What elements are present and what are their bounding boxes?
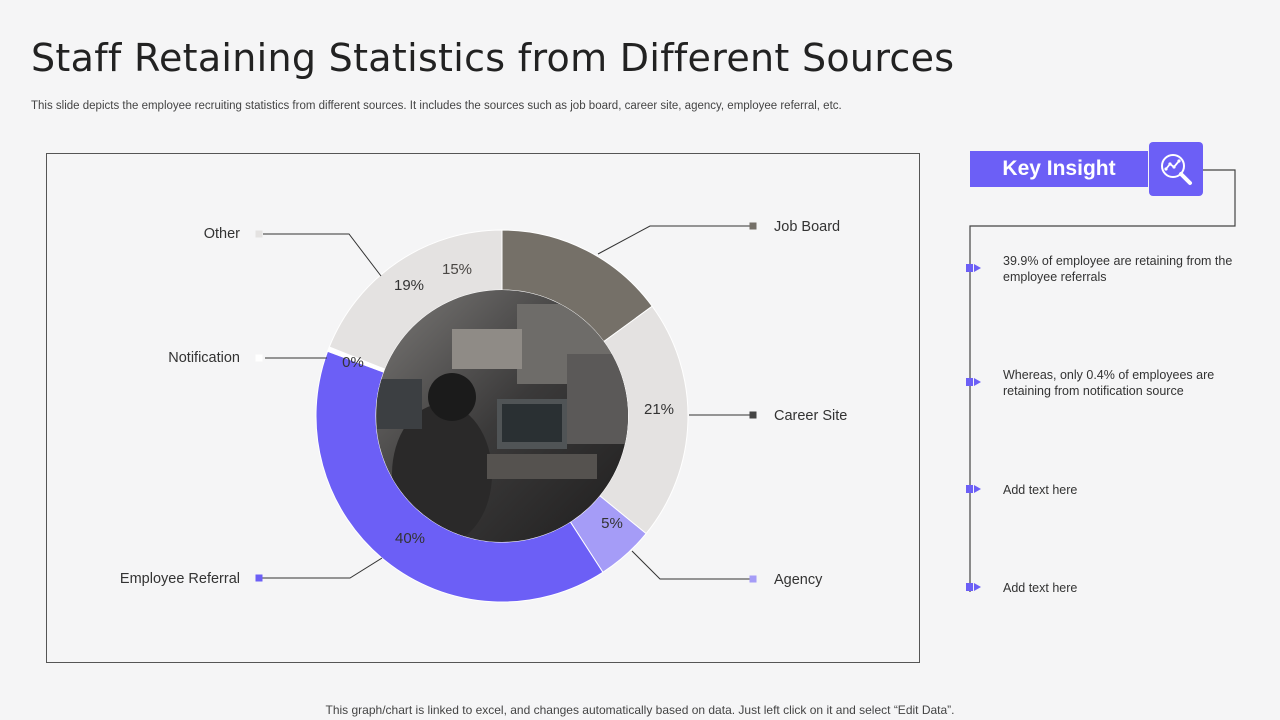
key-insight-header: Key Insight [970,151,1148,187]
category-label: Career Site [774,408,847,424]
leader-line [263,233,382,277]
bullet-icon [966,583,981,591]
bullet-icon [966,485,981,493]
leader-line [597,225,750,255]
data-label: 40% [395,530,425,547]
insight-item: 39.9% of employee are retaining from the… [1003,254,1233,284]
donut-chart-panel: 15% Job Board 21% Career Site 5% Agency 40% Emp… [46,153,920,663]
category-label: Notification [168,350,240,366]
legend-marker [749,222,757,230]
page-title: Staff Retaining Statistics from Differen… [31,36,955,80]
legend-marker [255,574,263,582]
legend-marker [749,411,757,419]
data-label: 21% [644,401,674,418]
leader-line [259,557,383,579]
legend-marker [255,354,263,362]
category-label: Job Board [774,219,840,235]
insight-item: Add text here [1003,483,1078,497]
legend-marker [749,575,757,583]
category-label: Other [204,226,240,242]
leader-line [631,550,753,580]
magnifier-chart-icon [1149,142,1203,196]
data-label: 5% [601,515,623,532]
data-label: 15% [442,261,472,278]
donut-chart: 15% Job Board 21% Career Site 5% Agency 40% Emp… [120,219,847,603]
bullet-icon [966,264,981,272]
category-label: Employee Referral [120,571,240,587]
data-label: 19% [394,277,424,294]
insight-item: Whereas, only 0.4% of employees are reta… [1003,368,1215,398]
legend-marker [255,230,263,238]
page-subtitle: This slide depicts the employee recruiti… [31,100,842,112]
category-label: Agency [774,572,823,588]
data-label: 0% [342,354,364,371]
footer-note: This graph/chart is linked to excel, and… [325,703,955,717]
insight-item: Add text here [1003,581,1078,595]
bullet-icon [966,378,981,386]
